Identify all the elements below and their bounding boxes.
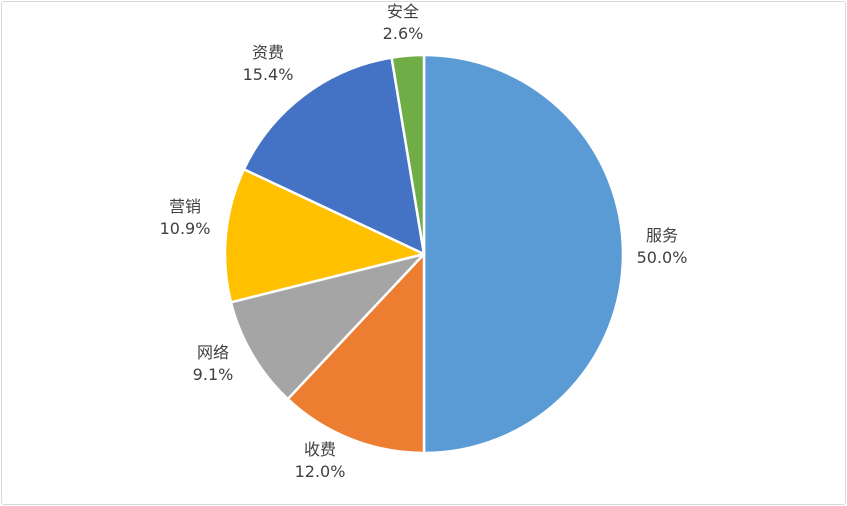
slice-1 (286, 252, 426, 455)
slice-label-1: 收费 (304, 440, 336, 459)
pie-slices (223, 53, 625, 455)
slice-value-label-3: 10.9% (160, 219, 211, 238)
slice-value-label-5: 2.6% (383, 24, 424, 43)
slice-4 (242, 56, 426, 256)
slice-value-label-1: 12.0% (295, 462, 346, 481)
slice-0 (422, 53, 625, 455)
slice-value-label-2: 9.1% (193, 365, 234, 384)
slice-label-4: 资费 (252, 43, 284, 62)
slice-value-label-4: 15.4% (243, 65, 294, 84)
slice-value-label-0: 50.0% (637, 248, 688, 267)
slice-label-3: 营销 (169, 197, 201, 216)
slice-3 (223, 168, 426, 304)
slice-label-2: 网络 (197, 343, 229, 362)
pie-labels: 服务 50.0% 收费 12.0% 网络 9.1% 营销 10.9% 资费 15.4% 安全 2.6% (160, 2, 688, 481)
slice-label-5: 安全 (387, 2, 419, 21)
slice-5 (390, 53, 426, 256)
slice-label-0: 服务 (646, 226, 678, 245)
